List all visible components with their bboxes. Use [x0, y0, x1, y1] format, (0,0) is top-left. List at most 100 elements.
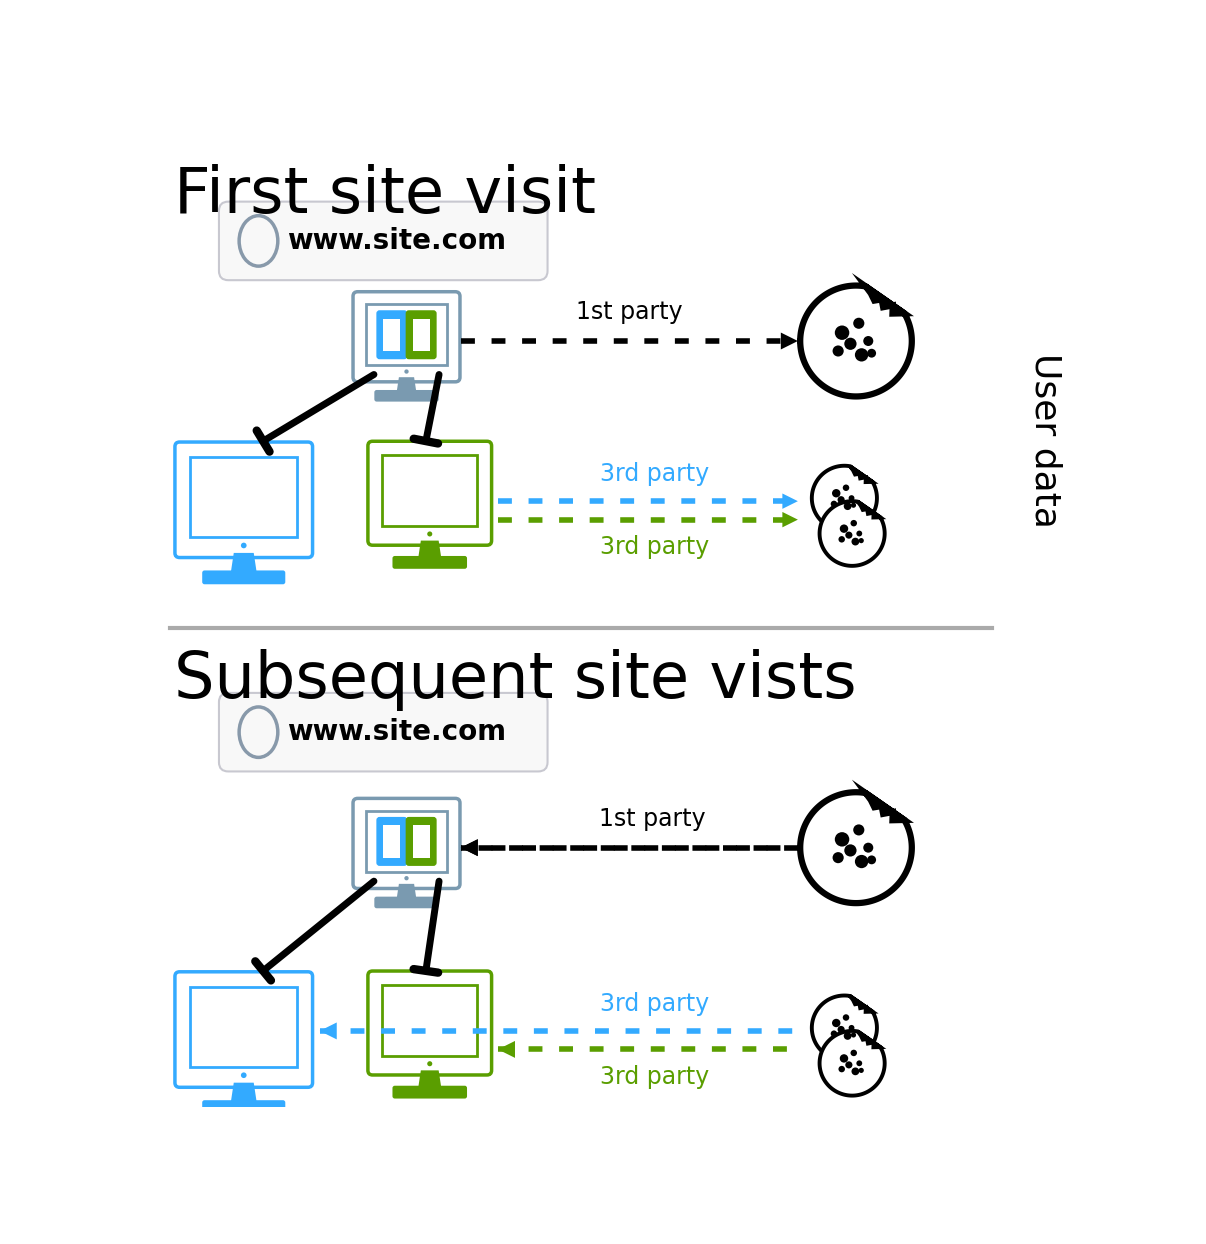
FancyBboxPatch shape — [382, 985, 478, 1056]
FancyBboxPatch shape — [412, 825, 429, 857]
FancyBboxPatch shape — [219, 693, 548, 771]
Circle shape — [855, 348, 868, 362]
Circle shape — [859, 539, 863, 544]
Circle shape — [856, 1060, 862, 1066]
Polygon shape — [230, 552, 257, 572]
Circle shape — [832, 489, 841, 498]
Polygon shape — [820, 501, 885, 566]
Polygon shape — [397, 377, 416, 392]
Circle shape — [851, 537, 860, 545]
Text: 1st party: 1st party — [576, 300, 683, 325]
FancyBboxPatch shape — [175, 442, 312, 557]
FancyBboxPatch shape — [368, 972, 492, 1075]
Text: 3rd party: 3rd party — [599, 1065, 709, 1088]
FancyBboxPatch shape — [392, 556, 467, 569]
Circle shape — [837, 496, 844, 504]
Circle shape — [850, 1050, 857, 1056]
Text: www.site.com: www.site.com — [287, 718, 507, 746]
Circle shape — [831, 1030, 837, 1037]
Circle shape — [851, 1067, 860, 1075]
Polygon shape — [418, 1070, 441, 1088]
Circle shape — [863, 336, 873, 346]
FancyBboxPatch shape — [379, 312, 405, 357]
Circle shape — [832, 852, 844, 863]
Polygon shape — [461, 840, 478, 856]
Polygon shape — [230, 1082, 257, 1102]
FancyBboxPatch shape — [374, 389, 439, 402]
FancyBboxPatch shape — [392, 1086, 467, 1098]
Ellipse shape — [239, 215, 277, 266]
FancyBboxPatch shape — [374, 897, 439, 908]
Text: www.site.com: www.site.com — [287, 226, 507, 255]
Circle shape — [856, 531, 862, 536]
Circle shape — [851, 1033, 856, 1037]
Circle shape — [844, 1033, 851, 1040]
FancyBboxPatch shape — [408, 312, 435, 357]
Circle shape — [427, 531, 432, 536]
Circle shape — [843, 484, 849, 491]
Polygon shape — [418, 541, 441, 559]
Circle shape — [839, 525, 848, 532]
Text: 1st party: 1st party — [599, 806, 706, 831]
Circle shape — [867, 348, 876, 357]
FancyBboxPatch shape — [219, 202, 548, 280]
Circle shape — [404, 369, 409, 373]
Circle shape — [844, 845, 856, 857]
FancyBboxPatch shape — [365, 305, 447, 364]
Ellipse shape — [239, 707, 277, 758]
Polygon shape — [461, 840, 478, 856]
Text: 3rd party: 3rd party — [599, 991, 709, 1015]
Polygon shape — [498, 1041, 515, 1057]
Circle shape — [850, 520, 857, 526]
Circle shape — [404, 876, 409, 881]
FancyBboxPatch shape — [353, 799, 459, 888]
Circle shape — [839, 1054, 848, 1062]
Circle shape — [832, 346, 844, 357]
FancyBboxPatch shape — [191, 458, 297, 537]
FancyBboxPatch shape — [382, 455, 478, 526]
Circle shape — [838, 536, 845, 542]
Circle shape — [843, 1014, 849, 1021]
Polygon shape — [812, 995, 877, 1060]
Circle shape — [845, 531, 853, 539]
Polygon shape — [397, 883, 416, 899]
FancyBboxPatch shape — [412, 318, 429, 351]
Circle shape — [853, 317, 865, 328]
Polygon shape — [780, 332, 798, 350]
Circle shape — [849, 495, 855, 501]
Polygon shape — [812, 465, 877, 530]
Circle shape — [241, 542, 246, 549]
Polygon shape — [801, 792, 912, 903]
Circle shape — [859, 1067, 863, 1074]
FancyBboxPatch shape — [203, 571, 286, 585]
Text: First site visit: First site visit — [174, 164, 596, 226]
Circle shape — [867, 856, 876, 865]
FancyBboxPatch shape — [191, 986, 297, 1067]
Circle shape — [845, 1061, 853, 1069]
Circle shape — [838, 1066, 845, 1072]
Polygon shape — [801, 286, 912, 397]
Circle shape — [835, 832, 849, 847]
FancyBboxPatch shape — [384, 318, 400, 351]
Circle shape — [832, 1019, 841, 1028]
Text: 3rd party: 3rd party — [599, 462, 709, 485]
Circle shape — [855, 855, 868, 868]
Circle shape — [863, 842, 873, 852]
FancyBboxPatch shape — [203, 1100, 286, 1115]
FancyBboxPatch shape — [175, 972, 312, 1087]
FancyBboxPatch shape — [379, 819, 405, 865]
Text: 3rd party: 3rd party — [599, 535, 709, 559]
FancyBboxPatch shape — [408, 819, 435, 865]
Text: Subsequent site vists: Subsequent site vists — [174, 649, 856, 712]
FancyBboxPatch shape — [365, 811, 447, 872]
FancyBboxPatch shape — [368, 442, 492, 545]
Circle shape — [835, 326, 849, 340]
Circle shape — [241, 1072, 246, 1079]
FancyBboxPatch shape — [353, 292, 459, 382]
Circle shape — [853, 825, 865, 836]
FancyBboxPatch shape — [384, 825, 400, 857]
Polygon shape — [783, 513, 798, 527]
Circle shape — [851, 503, 856, 508]
Circle shape — [427, 1061, 432, 1066]
Polygon shape — [320, 1023, 336, 1040]
